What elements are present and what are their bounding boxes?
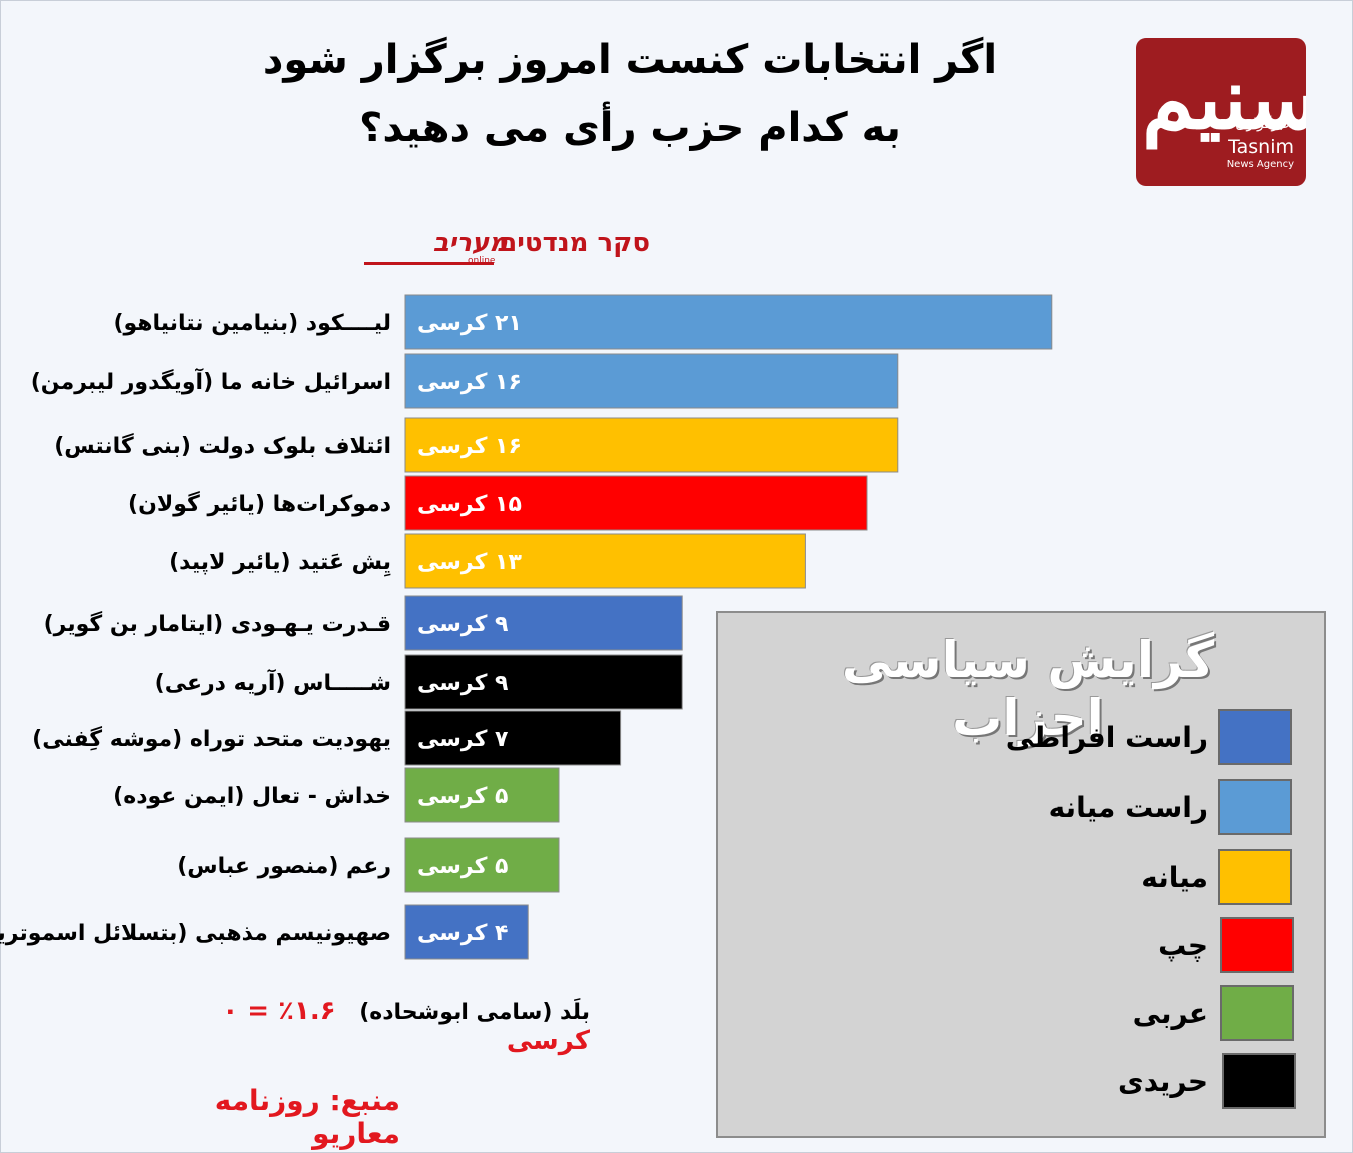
legend-panel: گرایش سیاسی احزاب راست افراطی راست میانه… (716, 611, 1326, 1138)
below-threshold-value: ۱.۶٪ = ۰ کرسی (222, 996, 590, 1056)
legend-item-left: چپ (718, 917, 1328, 979)
legend-label: راست افراطی (1005, 721, 1208, 754)
legend-swatch-haredi (1222, 1053, 1296, 1109)
legend-swatch-arab (1220, 985, 1294, 1041)
bar-5-center (404, 533, 806, 589)
source-note: منبع: روزنامه معاریو (214, 1084, 400, 1150)
party-label: یهودیت متحد توراه (موشه گِفنی) (32, 725, 391, 752)
maariv-poll-title: סקר מנדטים (499, 228, 650, 258)
bar-10-arab (404, 837, 560, 893)
maariv-wordmark: מעריב (432, 228, 508, 258)
party-label: قـدرت یـهـودی (ایتامار بن گویر) (44, 610, 391, 637)
bar-1-center-right (404, 294, 1053, 350)
party-label: اسرائیل خانه ما (آویگدور لیبرمن) (31, 367, 391, 395)
bar-value-label: ۱۶ کرسی (417, 434, 522, 459)
bar-value-label: ۹ کرسی (417, 612, 508, 637)
bar-value-label: ۷ کرسی (417, 727, 509, 752)
bar-value-label: ۲۱ کرسی (417, 311, 522, 336)
legend-swatch-center (1218, 849, 1292, 905)
bar-value-label: ۱۳ کرسی (417, 550, 522, 575)
legend-swatch-far-right (1218, 709, 1292, 765)
bar-9-arab (404, 767, 560, 823)
legend-label: عربی (1132, 997, 1208, 1030)
legend-label: راست میانه (1048, 791, 1208, 824)
bar-3-center (404, 417, 899, 473)
tasnim-logo-en: Tasnim (1228, 136, 1294, 158)
party-label: دموکرات‌ها (یائیر گولان) (128, 490, 391, 517)
legend-label: چپ (1158, 929, 1208, 962)
party-label: رعم (منصور عباس) (177, 854, 391, 879)
legend-item-arab: عربی (718, 985, 1328, 1047)
tasnim-logo-sub: News Agency (1226, 159, 1294, 170)
below-threshold-party: بلَد (سامی ابوشحاده) (359, 1000, 590, 1025)
party-label: لیــــکود (بنیامین نتانیاهو) (113, 311, 391, 336)
bar-value-label: ۱۶ کرسی (417, 370, 522, 395)
bar-value-label: ۵ کرسی (417, 854, 508, 879)
legend-swatch-left (1220, 917, 1294, 973)
bar-7-haredi (404, 654, 683, 710)
party-label: خداش - تعال (ایمن عوده) (113, 784, 391, 809)
tasnim-logo-mark: تسنیم (1142, 49, 1306, 148)
bar-value-label: ۹ کرسی (417, 671, 508, 696)
maariv-poll-logo: סקר מנדטים מעריב online (360, 226, 660, 268)
party-label: یِش عَتید (یائیر لاپید) (169, 550, 391, 578)
bar-2-center-right (404, 353, 899, 409)
legend-item-center-right: راست میانه (718, 779, 1328, 841)
bar-8-haredi (404, 710, 622, 766)
legend-swatch-center-right (1218, 779, 1292, 835)
bar-value-label: ۵ کرسی (417, 784, 508, 809)
bar-11-far-right (404, 904, 529, 960)
title-line-2: به کدام حزب رأی می دهید؟ (359, 105, 901, 151)
bar-4-left (404, 475, 868, 531)
bar-value-label: ۱۵ کرسی (417, 492, 522, 517)
legend-item-far-right: راست افراطی (718, 709, 1328, 771)
legend-item-haredi: حریدی (718, 1053, 1328, 1115)
legend-label: میانه (1141, 861, 1208, 894)
below-threshold-row: بلَد (سامی ابوشحاده) ۱.۶٪ = ۰ کرسی (150, 996, 590, 1056)
legend-label: حریدی (1118, 1065, 1208, 1098)
title-line-1: اگر انتخابات کنست امروز برگزار شود (262, 37, 998, 83)
maariv-underline (364, 262, 494, 265)
tasnim-logo-fa: خبرگزاری (1235, 116, 1292, 132)
legend-item-center: میانه (718, 849, 1328, 911)
maariv-online-tag: online (468, 256, 496, 266)
legend-title: گرایش سیاسی احزاب (841, 631, 1215, 747)
party-label: شـــــاس (آریه درعی) (155, 668, 391, 696)
party-label: صهیونیسم مذهبی (بتسلائل اسموتریچ) (0, 921, 391, 946)
tasnim-logo: تسنیم خبرگزاری Tasnim News Agency (1136, 38, 1306, 186)
page-title: اگر انتخابات کنست امروز برگزار شود به کد… (220, 26, 1040, 162)
bar-6-far-right (404, 595, 683, 651)
party-label: ائتلاف بلوک دولت (بنی گانتس) (54, 432, 391, 459)
bar-value-label: ۴ کرسی (417, 921, 508, 946)
